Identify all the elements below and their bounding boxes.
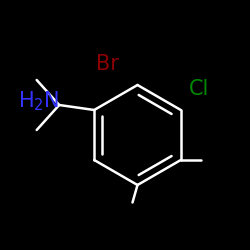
Text: Br: Br [96, 54, 119, 74]
Text: Cl: Cl [189, 79, 209, 99]
Text: $\mathregular{H_2N}$: $\mathregular{H_2N}$ [18, 90, 59, 113]
